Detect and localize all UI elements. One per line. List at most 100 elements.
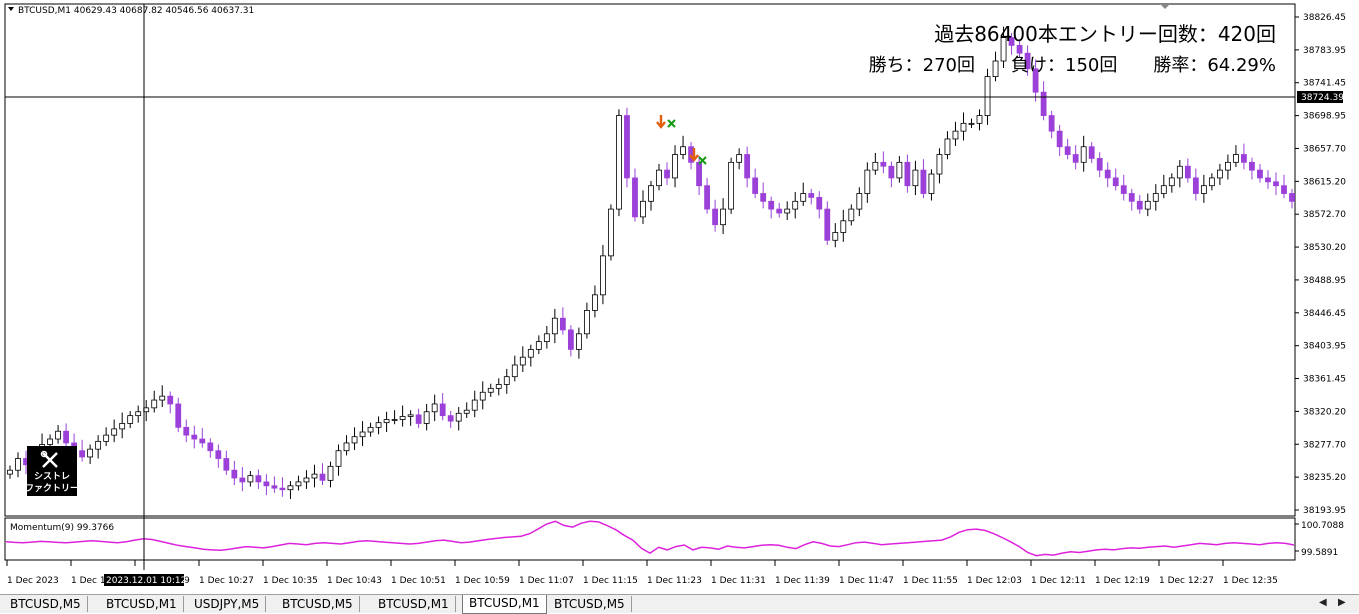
chart-tab[interactable]: BTCUSD,M1: [462, 595, 547, 614]
candle: [303, 470, 310, 489]
time-tick-label: 1 Dec 12:19: [1095, 576, 1150, 586]
chart-tab[interactable]: BTCUSD,M5: [548, 596, 632, 612]
time-tick-label: 1 Dec 2023: [7, 576, 59, 586]
candle: [1048, 110, 1055, 139]
tab-scroll-left-icon[interactable]: ◀: [1319, 597, 1327, 608]
candle: [856, 187, 863, 217]
candle: [135, 405, 142, 423]
chart-tab[interactable]: BTCUSD,M1: [100, 596, 184, 612]
candle: [327, 461, 334, 488]
time-tick-label: 1 Dec 12:27: [1159, 576, 1214, 586]
candle: [752, 168, 759, 199]
candle: [1112, 168, 1119, 191]
candle: [808, 188, 815, 205]
crosshair-time-label: 2023.12.01 10:12: [106, 576, 186, 586]
candle: [712, 199, 718, 232]
candle: [1192, 168, 1199, 201]
candle: [1144, 193, 1151, 217]
candle: [551, 308, 558, 344]
candle: [608, 204, 614, 261]
candle: [784, 201, 791, 221]
logo: シストレ ファクトリー: [25, 446, 79, 496]
time-tick-label: 1 Dec 11:47: [839, 576, 894, 586]
candle: [1257, 163, 1263, 183]
candle: [1072, 145, 1079, 170]
candle: [768, 196, 775, 219]
candle: [872, 152, 879, 175]
price-tick-label: 38698.95: [1303, 112, 1346, 122]
candle: [471, 390, 478, 418]
candle: [632, 168, 638, 222]
price-tick-label: 38361.45: [1303, 375, 1346, 385]
candle: [1208, 173, 1215, 191]
win-loss-rate-text: 勝ち：270回 負け：150回 勝率：64.29%: [869, 55, 1276, 76]
candle: [960, 112, 967, 141]
candle: [1088, 142, 1095, 164]
candle: [1000, 26, 1007, 69]
svg-text:ファクトリー: ファクトリー: [25, 483, 79, 494]
candle: [175, 397, 182, 433]
candle: [1008, 32, 1015, 55]
candle: [592, 285, 598, 318]
candle: [1216, 163, 1223, 185]
candle: [567, 325, 574, 357]
chart-tab[interactable]: BTCUSD,M5: [276, 596, 360, 612]
candle: [287, 481, 294, 500]
candle: [944, 131, 951, 160]
candle: [119, 412, 126, 439]
candle: [864, 162, 871, 203]
candle: [976, 109, 983, 131]
time-tick-label: 1 Dec 11:39: [775, 576, 830, 586]
candle: [880, 151, 887, 174]
candle: [896, 156, 903, 183]
candle: [1160, 174, 1167, 199]
time-tick-label: 1 Dec 10:27: [199, 576, 254, 586]
price-tick-label: 38741.45: [1303, 79, 1346, 89]
time-tick-label: 1 Dec 11:15: [583, 576, 638, 586]
close-cross-icon: [667, 119, 676, 128]
candle: [263, 474, 270, 496]
candle: [383, 411, 390, 433]
candle: [311, 464, 318, 488]
candle: [1128, 188, 1135, 211]
candle: [1184, 158, 1191, 183]
dropdown-triangle-icon[interactable]: [8, 7, 14, 11]
price-tick-label: 38615.20: [1303, 177, 1346, 187]
candle: [952, 121, 959, 146]
candle: [888, 161, 895, 188]
candle: [127, 410, 134, 429]
candle: [407, 410, 414, 426]
candle: [760, 182, 767, 209]
tab-scroll-right-icon[interactable]: ▶: [1338, 597, 1346, 608]
crosshair-price-label: 38724.39: [1301, 93, 1344, 103]
candle: [1056, 124, 1063, 157]
candle: [527, 344, 534, 367]
candle: [463, 402, 470, 418]
candle: [1233, 145, 1239, 168]
candle: [447, 410, 454, 429]
candle: [159, 385, 166, 408]
candle: [231, 460, 238, 486]
candle: [840, 209, 847, 242]
candle: [151, 390, 158, 413]
momentum-label: Momentum(9) 99.3766: [10, 523, 114, 533]
candle: [664, 162, 670, 185]
chart-tab[interactable]: BTCUSD,M5: [4, 596, 88, 612]
candle: [351, 427, 358, 450]
candle: [543, 326, 550, 349]
candle: [832, 223, 839, 248]
candle: [87, 444, 94, 464]
price-tick-label: 38403.95: [1303, 342, 1346, 352]
candle: [1024, 45, 1031, 76]
chart-tab[interactable]: USDJPY,M5: [188, 596, 267, 612]
candle: [535, 335, 542, 355]
price-tick-label: 38783.95: [1303, 46, 1346, 56]
price-chart[interactable]: 38826.45 38783.95 38741.45 38698.95 38657.70…: [0, 0, 1359, 594]
candle: [920, 159, 927, 199]
candle: [223, 450, 230, 475]
candle: [1040, 81, 1047, 121]
candle: [495, 378, 502, 396]
candle: [1016, 39, 1023, 58]
chart-tab[interactable]: BTCUSD,M1: [372, 596, 456, 612]
candle: [816, 191, 823, 219]
